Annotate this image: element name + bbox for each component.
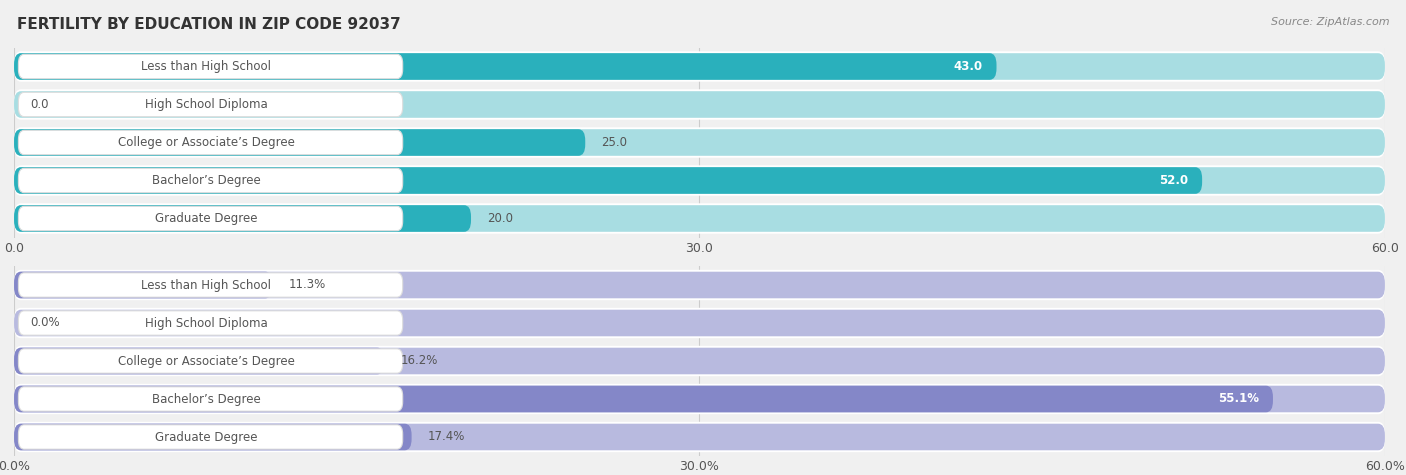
FancyBboxPatch shape (14, 127, 1385, 158)
Text: 16.2%: 16.2% (401, 354, 437, 368)
Text: High School Diploma: High School Diploma (145, 316, 267, 330)
Text: College or Associate’s Degree: College or Associate’s Degree (118, 136, 295, 149)
Text: 52.0: 52.0 (1160, 174, 1188, 187)
Text: Graduate Degree: Graduate Degree (155, 212, 257, 225)
FancyBboxPatch shape (18, 387, 402, 411)
FancyBboxPatch shape (14, 308, 1385, 338)
FancyBboxPatch shape (18, 425, 402, 449)
FancyBboxPatch shape (18, 273, 402, 297)
Text: 20.0: 20.0 (486, 212, 513, 225)
FancyBboxPatch shape (14, 424, 1385, 450)
Text: Less than High School: Less than High School (141, 278, 271, 292)
FancyBboxPatch shape (18, 349, 402, 373)
FancyBboxPatch shape (14, 129, 585, 156)
FancyBboxPatch shape (14, 310, 1385, 336)
Text: Source: ZipAtlas.com: Source: ZipAtlas.com (1271, 17, 1389, 27)
Text: FERTILITY BY EDUCATION IN ZIP CODE 92037: FERTILITY BY EDUCATION IN ZIP CODE 92037 (17, 17, 401, 32)
FancyBboxPatch shape (14, 167, 1202, 194)
FancyBboxPatch shape (14, 348, 1385, 374)
FancyBboxPatch shape (14, 384, 1385, 414)
Text: Less than High School: Less than High School (141, 60, 271, 73)
FancyBboxPatch shape (14, 53, 997, 80)
Text: 17.4%: 17.4% (427, 430, 465, 444)
FancyBboxPatch shape (14, 272, 1385, 298)
FancyBboxPatch shape (14, 91, 1385, 118)
FancyBboxPatch shape (18, 92, 402, 117)
FancyBboxPatch shape (14, 203, 1385, 234)
FancyBboxPatch shape (14, 386, 1272, 412)
FancyBboxPatch shape (14, 270, 1385, 300)
Text: High School Diploma: High School Diploma (145, 98, 267, 111)
FancyBboxPatch shape (18, 168, 402, 193)
Text: 11.3%: 11.3% (288, 278, 325, 292)
FancyBboxPatch shape (14, 51, 1385, 82)
Text: College or Associate’s Degree: College or Associate’s Degree (118, 354, 295, 368)
FancyBboxPatch shape (18, 130, 402, 155)
FancyBboxPatch shape (14, 53, 1385, 80)
FancyBboxPatch shape (14, 424, 412, 450)
FancyBboxPatch shape (14, 205, 1385, 232)
Text: Bachelor’s Degree: Bachelor’s Degree (152, 174, 260, 187)
FancyBboxPatch shape (14, 386, 1385, 412)
Text: Bachelor’s Degree: Bachelor’s Degree (152, 392, 260, 406)
FancyBboxPatch shape (14, 205, 471, 232)
FancyBboxPatch shape (14, 167, 1385, 194)
FancyBboxPatch shape (18, 206, 402, 231)
FancyBboxPatch shape (14, 272, 273, 298)
FancyBboxPatch shape (14, 422, 1385, 452)
FancyBboxPatch shape (18, 54, 402, 79)
Text: Graduate Degree: Graduate Degree (155, 430, 257, 444)
FancyBboxPatch shape (14, 165, 1385, 196)
Text: 25.0: 25.0 (602, 136, 627, 149)
Text: 43.0: 43.0 (953, 60, 983, 73)
FancyBboxPatch shape (14, 129, 1385, 156)
Text: 0.0%: 0.0% (30, 316, 59, 330)
FancyBboxPatch shape (14, 348, 384, 374)
Text: 55.1%: 55.1% (1218, 392, 1260, 406)
FancyBboxPatch shape (14, 346, 1385, 376)
FancyBboxPatch shape (18, 311, 402, 335)
FancyBboxPatch shape (14, 89, 1385, 120)
Text: 0.0: 0.0 (30, 98, 49, 111)
